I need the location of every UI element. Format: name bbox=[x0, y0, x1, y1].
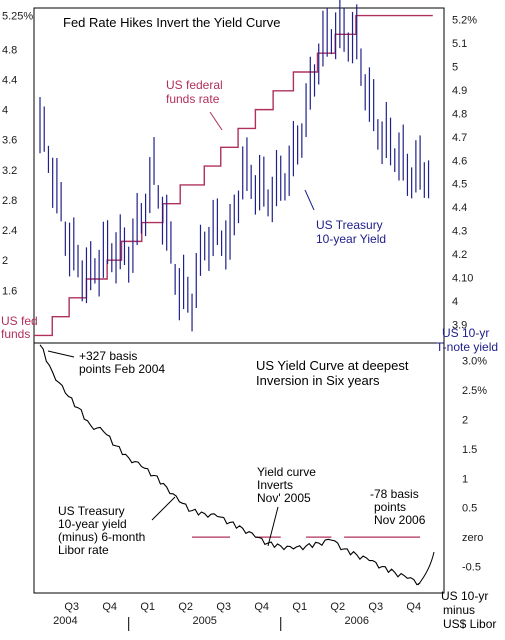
yield-spread-line bbox=[39, 344, 421, 586]
left-axis-tick: 4 bbox=[2, 105, 8, 117]
bottom-axis-tick: -0.5 bbox=[462, 562, 481, 574]
right-axis-tick: 4.6 bbox=[452, 155, 467, 167]
year-tick-label: 2005 bbox=[192, 615, 216, 627]
bp78-label-line3: Nov 2006 bbox=[374, 513, 426, 527]
bp78-label-line1: -78 basis bbox=[370, 487, 419, 501]
left-axis-tick: 5.25% bbox=[2, 11, 33, 23]
top-chart-plot bbox=[34, 0, 433, 337]
bottom-axis-label-line3: US$ Libor bbox=[443, 617, 496, 631]
bottom-axis-tick: 1 bbox=[462, 473, 468, 485]
left-axis-tick: 1.6 bbox=[2, 285, 17, 297]
quarter-tick-label: Q2 bbox=[178, 601, 193, 613]
bottom-axis-label-line1: US 10-yr bbox=[441, 589, 488, 603]
spread-label-line3: (minus) 6-month bbox=[58, 530, 145, 544]
top-chart-frame bbox=[33, 7, 445, 344]
bottom-axis-label-line2: minus bbox=[443, 603, 475, 617]
bp327-label-line2: points Feb 2004 bbox=[79, 362, 165, 376]
bp78-pointer bbox=[417, 551, 435, 586]
fed-funds-label-line1: US federal bbox=[166, 78, 223, 92]
inverts-label-line1: Yield curve bbox=[257, 465, 316, 479]
right-axis-tick: 5.2% bbox=[452, 15, 477, 27]
right-axis-tick: 4.7 bbox=[452, 132, 467, 144]
left-axis-tick: 4.8 bbox=[2, 44, 17, 56]
bp327-label-line1: +327 basis bbox=[79, 349, 137, 363]
left-axis-label-line2: funds bbox=[1, 327, 30, 341]
quarter-tick-label: Q4 bbox=[254, 601, 269, 613]
quarter-tick-label: Q3 bbox=[64, 601, 79, 613]
top-chart-title: Fed Rate Hikes Invert the Yield Curve bbox=[63, 15, 281, 30]
left-axis-tick: 4.4 bbox=[2, 75, 17, 87]
quarter-tick-label: Q3 bbox=[216, 601, 231, 613]
quarter-tick-label: Q2 bbox=[330, 601, 345, 613]
year-tick-label: 2004 bbox=[53, 615, 77, 627]
left-axis-tick: 3.6 bbox=[2, 135, 17, 147]
bottom-chart-plot bbox=[39, 344, 421, 586]
treasury-label-line2: 10-year Yield bbox=[316, 232, 386, 246]
left-axis-tick: 2 bbox=[2, 255, 8, 267]
left-axis-tick: 3.2 bbox=[2, 165, 17, 177]
bp327-pointer bbox=[47, 350, 75, 358]
treasury-pointer bbox=[304, 189, 315, 211]
left-axis-tick: 2.8 bbox=[2, 195, 17, 207]
bottom-chart-title-line2: Inversion in Six years bbox=[256, 373, 380, 388]
bottom-axis-tick: 2 bbox=[462, 414, 468, 426]
fed-funds-label-line2: funds rate bbox=[166, 92, 220, 106]
spread-label-line4: Libor rate bbox=[58, 543, 109, 557]
right-axis-tick: 4.2 bbox=[452, 249, 467, 261]
quarter-tick-label: Q1 bbox=[140, 601, 155, 613]
right-axis-tick: 4.8 bbox=[452, 108, 467, 120]
right-axis-tick: 4.4 bbox=[452, 202, 467, 214]
inverts-label-line3: Nov' 2005 bbox=[257, 491, 311, 505]
spread-label-line2: 10-year yield bbox=[58, 517, 127, 531]
quarter-tick-label: Q3 bbox=[368, 601, 383, 613]
fed-funds-pointer bbox=[209, 111, 223, 131]
right-axis-tick: 4.10 bbox=[452, 272, 473, 284]
bottom-axis-tick: 1.5 bbox=[462, 444, 477, 456]
bottom-chart-frame bbox=[33, 342, 445, 594]
fed-funds-rate-line bbox=[34, 14, 433, 337]
right-axis-tick: 4.9 bbox=[452, 85, 467, 97]
spread-pointer bbox=[151, 496, 176, 521]
bottom-chart-title-line1: US Yield Curve at deepest bbox=[256, 358, 409, 373]
right-axis-tick: 5.1 bbox=[452, 38, 467, 50]
right-axis-tick: 3.9 bbox=[452, 319, 467, 331]
right-axis-tick: 5 bbox=[452, 62, 458, 74]
axis-tick-labels: 5.25% 4.8 4.4 4 3.6 3.2 2.8 2.4 2 1.6 5.2% 5.1 5 4.9 4… bbox=[2, 11, 487, 631]
right-axis-tick: 4 bbox=[452, 296, 458, 308]
quarter-tick-label: Q4 bbox=[406, 601, 421, 613]
bp78-label-line2: points bbox=[374, 500, 406, 514]
quarter-tick-label: Q4 bbox=[102, 601, 117, 613]
spread-label-line1: US Treasury bbox=[58, 504, 125, 518]
bottom-axis-tick: 3.0% bbox=[462, 356, 487, 368]
quarter-tick-label: Q1 bbox=[292, 601, 307, 613]
right-axis-label-line2: T-note yield bbox=[436, 340, 498, 354]
right-axis-tick: 4.3 bbox=[452, 226, 467, 238]
treasury-label-line1: US Treasury bbox=[316, 218, 383, 232]
year-tick-label: 2006 bbox=[345, 615, 369, 627]
left-axis-tick: 2.4 bbox=[2, 225, 17, 237]
inverts-pointer bbox=[267, 506, 279, 547]
inverts-label-line2: Inverts bbox=[257, 478, 293, 492]
bottom-axis-tick: 0.5 bbox=[462, 503, 477, 515]
bottom-axis-tick: zero bbox=[462, 532, 483, 544]
right-axis-label-line1: US 10-yr bbox=[442, 326, 489, 340]
left-axis-label-line1: US fed bbox=[1, 314, 38, 328]
bottom-axis-tick: 2.5% bbox=[462, 385, 487, 397]
right-axis-tick: 4.5 bbox=[452, 179, 467, 191]
